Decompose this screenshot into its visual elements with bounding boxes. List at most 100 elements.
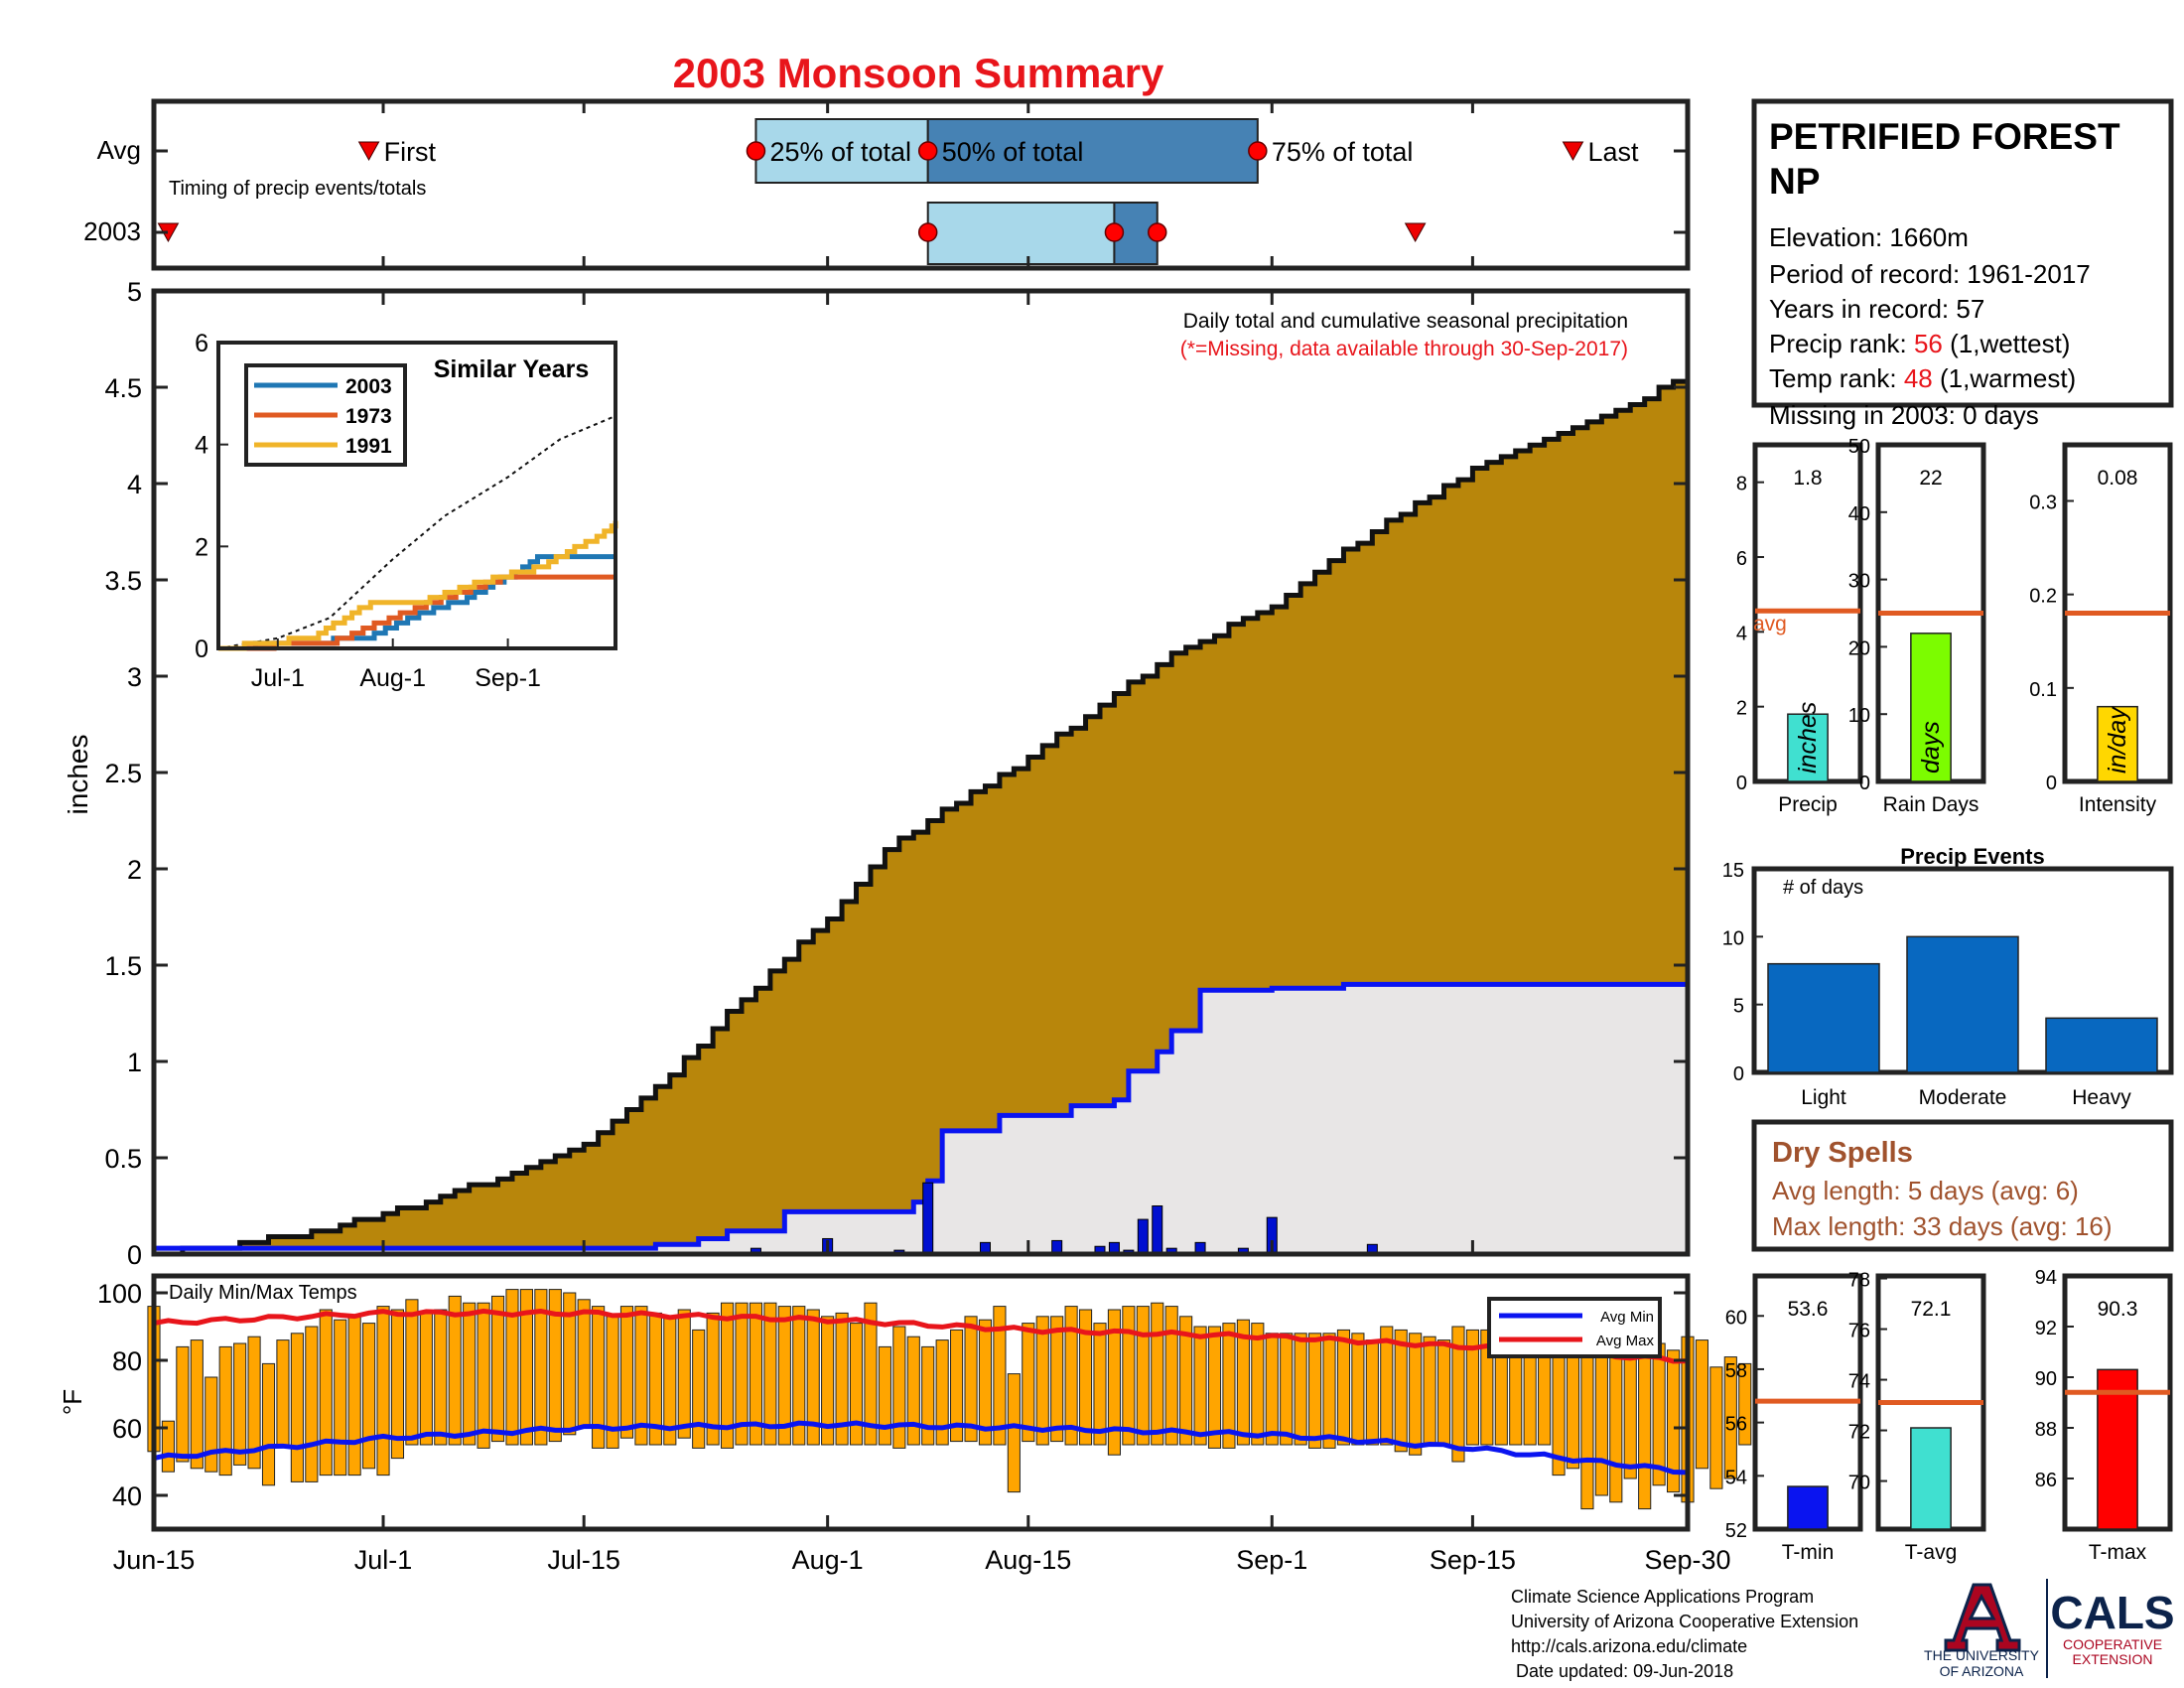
daily-temp-bar [1336, 1329, 1351, 1446]
inset-xtick-label: Jul-1 [251, 664, 305, 692]
daily-temp-bar [1695, 1339, 1709, 1470]
temps-xtick-label: Sep-1 [1236, 1545, 1307, 1575]
station-missing: Missing in 2003: 0 days [1769, 400, 2039, 430]
footer-line3: http://cals.arizona.edu/climate [1511, 1636, 1747, 1656]
daily-temp-bar [849, 1323, 864, 1446]
seasonal-precip-ytick-label: 4 [1736, 623, 1747, 644]
station-years: Years in record: 57 [1769, 294, 1984, 324]
inset-line-1991 [218, 520, 618, 651]
seasonal-rain-days-unit: days [1917, 721, 1945, 774]
daily-temp-bar [1652, 1342, 1666, 1486]
daily-temp-bar [1251, 1323, 1265, 1446]
events-ytick-label: 15 [1722, 860, 1744, 882]
year-p25-marker [917, 222, 938, 242]
seasonal-precip-value-label: 1.8 [1793, 467, 1822, 490]
daily-temp-bar [634, 1306, 648, 1446]
inset-avg-line [217, 414, 616, 649]
daily-temp-bar [1365, 1339, 1379, 1446]
station-info-frame [1751, 98, 2174, 408]
daily-temp-bar [1294, 1333, 1307, 1446]
daily-temp-bar [1078, 1309, 1093, 1446]
daily-temp-bar [1480, 1329, 1494, 1446]
daily-temp-bar [534, 1289, 548, 1446]
daily-temp-bar [1236, 1319, 1250, 1446]
daily-temp-bar [735, 1302, 749, 1446]
daily-temp-bar [1465, 1329, 1479, 1446]
daily-temp-bar [1638, 1342, 1652, 1510]
daily-temp-bar [1222, 1323, 1236, 1449]
daily-temp-bar [906, 1336, 920, 1446]
tempbar-t-avg-value-label: 72.1 [1911, 1298, 1952, 1321]
events-bar-moderate [1906, 935, 2019, 1073]
daily-temp-bar [463, 1302, 477, 1446]
tempbar-t-min-ytick-label: 56 [1725, 1414, 1747, 1436]
seasonal-rain-days-value-label: 22 [1919, 467, 1942, 490]
station-precip-rank: Precip rank: 56 (1,wettest) [1769, 329, 2070, 358]
daily-temp-bar [935, 1339, 949, 1446]
daily-temp-bar [821, 1316, 835, 1446]
last-label: Last [1587, 137, 1639, 167]
seasonal-intensity-unit: in/day [2104, 706, 2131, 774]
tempbar-t-max-ytick-label: 86 [2035, 1470, 2057, 1491]
daily-temp-bar [993, 1306, 1007, 1446]
temps-legend-label: Avg Min [1600, 1309, 1654, 1326]
temp-rank-label: Temp rank: [1769, 363, 1904, 393]
seasonal-intensity-value-label: 0.08 [2098, 467, 2138, 490]
daily-temp-bar [1380, 1326, 1394, 1446]
daily-temp-bar [334, 1319, 347, 1477]
tempbar-t-min-bar [1787, 1485, 1829, 1530]
daily-temp-bar [563, 1292, 577, 1436]
temps-xtick-label: Jun-15 [113, 1545, 196, 1575]
daily-temp-bar [721, 1302, 735, 1449]
tempbar-t-min-value-label: 53.6 [1788, 1298, 1829, 1321]
seasonal-rain-days-ytick-label: 0 [1859, 773, 1870, 794]
daily-temp-bar [978, 1319, 993, 1446]
precip-ytick-label: 4 [127, 470, 142, 499]
year-cumulative-area [154, 907, 1688, 1254]
events-ytick-label: 0 [1733, 1063, 1744, 1085]
seasonal-rain-days-bar [1910, 633, 1952, 782]
precip-ytick-label: 2 [127, 855, 142, 885]
figure-title: 2003 Monsoon Summary [673, 50, 1164, 96]
daily-temp-bar [1609, 1339, 1623, 1503]
station-info-box: PETRIFIED FOREST NP Elevation: 1660m Per… [1751, 98, 2174, 430]
daily-precip-bar [1137, 1218, 1149, 1255]
precip-ytick-label: 0 [127, 1240, 142, 1270]
daily-temp-bar [1193, 1326, 1207, 1446]
daily-temp-bar [434, 1309, 448, 1446]
temps-ytick-label: 80 [112, 1346, 142, 1376]
inset-legend-label: 1991 [345, 435, 392, 458]
tempbar-t-avg-ytick-label: 78 [1848, 1270, 1870, 1292]
temps-xtick-label: Aug-15 [985, 1545, 1071, 1575]
daily-temp-bar [390, 1309, 405, 1460]
temps-xtick-label: Jul-1 [354, 1545, 413, 1575]
precip-annotation: Daily total and cumulative seasonal prec… [1183, 310, 1628, 333]
daily-temp-bar [835, 1312, 849, 1446]
daily-temp-bar [419, 1312, 433, 1446]
daily-precip-bar [1152, 1205, 1163, 1255]
seasonal-rain-days-xlabel: Rain Days [1883, 793, 1979, 816]
daily-temp-bar [1436, 1339, 1451, 1446]
daily-temp-bar [878, 1345, 891, 1446]
daily-temp-bar [692, 1329, 706, 1449]
daily-temp-bar [964, 1316, 978, 1443]
temps-title: Daily Min/Max Temps [169, 1282, 357, 1304]
daily-temp-bar [347, 1316, 361, 1477]
ua-line2: OF ARIZONA [1940, 1663, 2024, 1679]
avg-p25-marker [746, 141, 766, 161]
events-ytick-label: 10 [1722, 927, 1744, 949]
inset-legend-label: 2003 [345, 375, 392, 398]
precip-ytick-label: 4.5 [104, 373, 142, 403]
daily-temp-bar [749, 1302, 763, 1446]
seasonal-rain-days-ytick-label: 50 [1848, 436, 1870, 458]
p25-label: 25% of total [769, 137, 911, 167]
seasonal-intensity-ytick-label: 0.1 [2029, 679, 2057, 701]
inset-xtick-label: Sep-1 [475, 664, 541, 692]
temps-ytick-label: 40 [112, 1481, 142, 1511]
seasonal-intensity-bar [2097, 705, 2138, 782]
daily-temp-bar [1179, 1316, 1193, 1446]
dry-spells-avg: Avg length: 5 days (avg: 6) [1772, 1176, 2079, 1205]
daily-temp-bar [1035, 1316, 1049, 1446]
daily-temp-bar [362, 1323, 376, 1470]
daily-temp-bar [205, 1376, 218, 1473]
